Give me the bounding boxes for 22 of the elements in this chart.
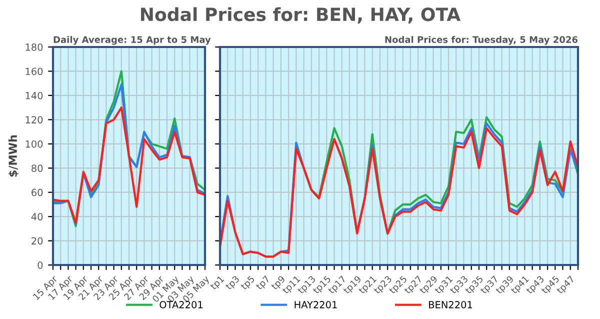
y-tick-label: 80 xyxy=(32,164,43,172)
y-tick-label: 100 xyxy=(26,140,43,148)
legend-label: HAY2201 xyxy=(294,301,337,308)
chart-title: Nodal Prices for: Tuesday, 5 May 2026 xyxy=(385,36,578,45)
x-tick-label: tp7 xyxy=(255,275,272,292)
y-tick-label: 40 xyxy=(31,213,43,220)
y-tick-label: 180 xyxy=(26,43,43,51)
x-tick-label: tp3 xyxy=(224,275,241,292)
line-series xyxy=(53,106,205,224)
y-tick-label: 20 xyxy=(32,237,43,245)
y-tick-label: 60 xyxy=(32,188,43,196)
y-tick-label: 160 xyxy=(26,68,43,76)
chart-subtitle: Daily Average: 15 Apr to 5 May xyxy=(54,36,211,45)
legend-label: BEN2201 xyxy=(429,301,472,308)
y-axis-title: $/MWh xyxy=(8,135,18,177)
text: Nodal Prices for: BEN, HAY, OTA xyxy=(141,7,461,24)
y-tick-label: 120 xyxy=(26,116,43,124)
x-tick-label: tp1 xyxy=(210,276,226,292)
legend-label: OTA2201 xyxy=(160,301,202,308)
x-tick-label: tp5 xyxy=(240,275,256,292)
y-tick-label: 0 xyxy=(38,261,43,269)
y-tick-label: 140 xyxy=(26,92,43,100)
